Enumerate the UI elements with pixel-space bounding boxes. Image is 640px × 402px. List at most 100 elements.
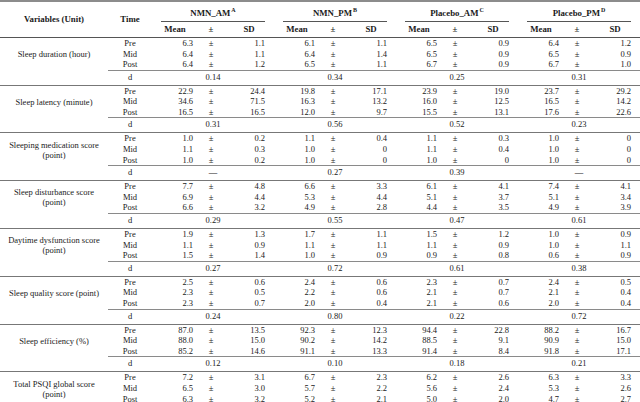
mean-value: 23.9	[396, 85, 442, 96]
plus-minus-sign: ±	[442, 133, 468, 144]
plus-minus-sign: ±	[198, 287, 224, 298]
effect-size-value: 0.27	[274, 166, 396, 181]
plus-minus-sign: ±	[442, 202, 468, 213]
plus-minus-column-header: ±	[320, 22, 346, 38]
sd-value: 12.3	[346, 324, 396, 335]
plus-minus-sign: ±	[198, 49, 224, 60]
sd-value: 1.2	[468, 229, 518, 240]
plus-minus-sign: ±	[564, 346, 590, 357]
mean-value: 0.6	[518, 250, 564, 261]
plus-minus-sign: ±	[198, 229, 224, 240]
plus-minus-sign: ±	[198, 85, 224, 96]
effect-size-row: d0.140.340.250.31	[0, 70, 640, 85]
plus-minus-sign: ±	[198, 250, 224, 261]
plus-minus-sign: ±	[320, 383, 346, 394]
sd-value: 0.9	[468, 59, 518, 70]
effect-size-value: 0.23	[518, 118, 640, 133]
plus-minus-sign: ±	[320, 298, 346, 309]
mean-value: 6.7	[518, 59, 564, 70]
sd-value: 0	[346, 144, 396, 155]
sd-value: 0.9	[224, 240, 274, 251]
mean-value: 90.2	[274, 335, 320, 346]
mean-column-header: Mean	[274, 22, 320, 38]
variable-column-spacer	[0, 357, 108, 372]
mean-value: 91.4	[396, 346, 442, 357]
sd-value: 2.8	[346, 202, 396, 213]
sd-value: 3.1	[224, 372, 274, 383]
mean-value: 4.9	[274, 202, 320, 213]
plus-minus-sign: ±	[564, 49, 590, 60]
mean-value: 6.1	[274, 37, 320, 48]
effect-size-value: 0.34	[274, 70, 396, 85]
mean-value: 1.0	[274, 250, 320, 261]
plus-minus-sign: ±	[442, 287, 468, 298]
sd-value: 0.5	[224, 287, 274, 298]
variable-column-spacer	[0, 118, 108, 133]
sd-value: 0.9	[346, 250, 396, 261]
mean-value: 16.5	[152, 107, 198, 118]
sd-value: 13.1	[468, 107, 518, 118]
variable-column-spacer	[0, 261, 108, 276]
variable-label: Sleep disturbance score (point)	[0, 181, 108, 214]
effect-size-value: 0.72	[274, 261, 396, 276]
sd-value: 16.5	[224, 107, 274, 118]
mean-value: 6.4	[518, 37, 564, 48]
plus-minus-sign: ±	[320, 202, 346, 213]
sd-value: 3.4	[590, 192, 640, 203]
plus-minus-column-header: ±	[198, 22, 224, 38]
plus-minus-sign: ±	[564, 324, 590, 335]
variable-column-spacer	[0, 309, 108, 324]
mean-value: 1.1	[152, 240, 198, 251]
sd-value: 4.4	[346, 192, 396, 203]
effect-size-value: 0.12	[152, 357, 274, 372]
plus-minus-sign: ±	[320, 324, 346, 335]
data-row: Sleep latency (minute)Pre22.9±24.419.8±1…	[0, 85, 640, 96]
time-point-label: Post	[108, 250, 152, 261]
sd-value: 0.9	[468, 240, 518, 251]
plus-minus-sign: ±	[564, 240, 590, 251]
time-point-label: Pre	[108, 37, 152, 48]
time-point-label: Mid	[108, 96, 152, 107]
mean-value: 2.4	[274, 276, 320, 287]
sd-value: 1.4	[346, 49, 396, 60]
sd-value: 0.7	[224, 298, 274, 309]
plus-minus-sign: ±	[564, 192, 590, 203]
sd-value: 1.2	[590, 37, 640, 48]
plus-minus-sign: ±	[442, 250, 468, 261]
time-point-label: Post	[108, 346, 152, 357]
mean-value: 6.3	[518, 372, 564, 383]
mean-value: 7.7	[152, 181, 198, 192]
time-point-label: Post	[108, 59, 152, 70]
sd-value: 1.1	[346, 240, 396, 251]
mean-value: 2.3	[152, 287, 198, 298]
plus-minus-sign: ±	[320, 59, 346, 70]
group-superscript: C	[480, 7, 484, 13]
time-point-label: Mid	[108, 49, 152, 60]
effect-size-value: 0.21	[518, 357, 640, 372]
plus-minus-sign: ±	[320, 335, 346, 346]
plus-minus-sign: ±	[442, 346, 468, 357]
mean-value: 88.0	[152, 335, 198, 346]
time-point-label: Post	[108, 394, 152, 402]
variable-column-spacer	[0, 166, 108, 181]
effect-size-row: d0.310.560.520.23	[0, 118, 640, 133]
effect-size-row: d0.290.550.470.61	[0, 214, 640, 229]
table-header: Variables (Unit) Time NMN_AMA NMN_PMB Pl…	[0, 1, 640, 37]
variable-label: Sleep quality score (point)	[0, 276, 108, 309]
sd-value: 13.3	[346, 346, 396, 357]
plus-minus-sign: ±	[198, 276, 224, 287]
mean-value: 1.5	[396, 229, 442, 240]
plus-minus-sign: ±	[442, 383, 468, 394]
effect-size-row: d—0.270.39—	[0, 166, 640, 181]
sd-value: 0.2	[224, 133, 274, 144]
plus-minus-sign: ±	[564, 37, 590, 48]
effect-size-value: 0.10	[274, 357, 396, 372]
data-row: Sleep duration (hour)Pre6.3±1.16.1±1.16.…	[0, 37, 640, 48]
group-header-nmn-am: NMN_AMA	[152, 1, 274, 22]
plus-minus-sign: ±	[564, 96, 590, 107]
mean-value: 5.2	[274, 394, 320, 402]
group-superscript: A	[231, 7, 235, 13]
mean-value: 15.5	[396, 107, 442, 118]
group-header-nmn-pm: NMN_PMB	[274, 1, 396, 22]
mean-value: 2.4	[518, 276, 564, 287]
